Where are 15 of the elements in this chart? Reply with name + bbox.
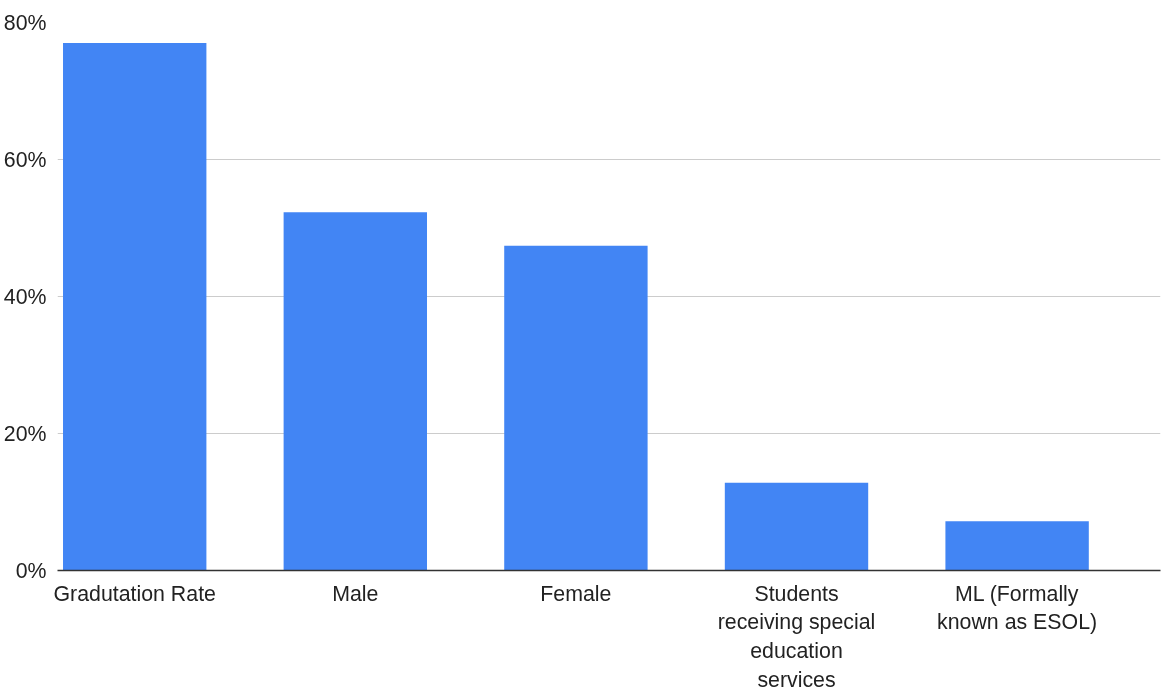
x-tick-label: Male [332,581,379,606]
bar [63,43,207,571]
x-tick-label: ML (Formally known as ESOL) [937,581,1098,635]
y-tick-label: 20% [3,421,47,446]
y-tick-label: 0% [15,558,47,583]
x-tick-label: Students receiving special education services [717,581,876,692]
y-tick-label: 40% [3,284,47,309]
bar [724,482,869,571]
x-tick-label: Female [540,581,612,606]
bar [504,245,648,571]
y-tick-label: 80% [3,10,47,35]
y-tick-label: 60% [3,147,47,172]
bar [283,212,428,571]
bar [945,521,1089,571]
x-tick-label: Gradutation Rate [53,581,216,606]
